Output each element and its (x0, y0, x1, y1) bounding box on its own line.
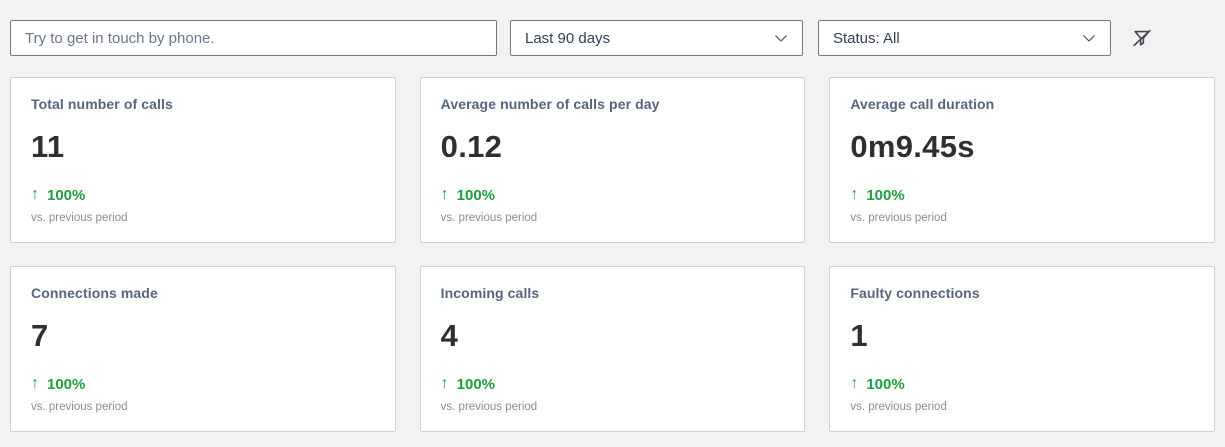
clear-filters-button[interactable] (1130, 26, 1154, 50)
card-trend: ↑ 100% (850, 375, 1194, 393)
card-trend: ↑ 100% (441, 375, 785, 393)
trend-up-icon: ↑ (31, 375, 39, 392)
trend-up-icon: ↑ (440, 375, 449, 392)
trend-change: 100% (456, 186, 496, 204)
date-range-dropdown[interactable]: Last 90 days (510, 20, 803, 56)
filter-off-icon (1133, 29, 1151, 47)
card-connections-made: Connections made 7 ↑ 100% vs. previous p… (10, 266, 396, 432)
card-trend: ↑ 100% (31, 186, 375, 204)
card-trend: ↑ 100% (850, 186, 1194, 204)
stat-cards-grid: Total number of calls 11 ↑ 100% vs. prev… (10, 77, 1215, 432)
card-value: 1 (850, 318, 868, 353)
card-value: 0.12 (440, 129, 503, 164)
card-avg-calls-per-day: Average number of calls per day 0.12 ↑ 1… (419, 77, 806, 243)
filter-bar: Last 90 days Status: All (10, 20, 1215, 56)
card-comparison: vs. previous period (31, 212, 128, 224)
card-title: Incoming calls (440, 285, 540, 301)
trend-change: 100% (47, 186, 86, 204)
calls-dashboard: Last 90 days Status: All Total number of… (10, 20, 1215, 432)
status-value: Status: All (833, 29, 900, 47)
card-value: 4 (440, 318, 459, 353)
card-incoming-calls: Incoming calls 4 ↑ 100% vs. previous per… (419, 266, 806, 432)
card-title: Average number of calls per day (440, 96, 660, 112)
trend-up-icon: ↑ (31, 186, 39, 203)
card-faulty-connections: Faulty connections 1 ↑ 100% vs. previous… (829, 266, 1215, 432)
card-comparison: vs. previous period (440, 212, 538, 224)
chevron-down-icon (1083, 35, 1095, 42)
trend-up-icon: ↑ (850, 186, 859, 203)
card-comparison: vs. previous period (31, 401, 128, 413)
card-comparison: vs. previous period (850, 401, 947, 413)
card-title: Average call duration (850, 96, 995, 112)
card-comparison: vs. previous period (440, 401, 538, 413)
search-input[interactable] (10, 20, 497, 56)
card-trend: ↑ 100% (31, 375, 375, 393)
card-title: Connections made (31, 285, 158, 301)
trend-change: 100% (866, 375, 905, 393)
card-title: Total number of calls (31, 96, 173, 112)
trend-up-icon: ↑ (850, 375, 859, 392)
chevron-down-icon (775, 35, 787, 42)
trend-change: 100% (866, 186, 905, 204)
trend-change: 100% (47, 375, 86, 393)
card-value: 0m9.45s (850, 129, 975, 164)
trend-up-icon: ↑ (440, 186, 449, 203)
card-comparison: vs. previous period (850, 212, 947, 224)
status-dropdown[interactable]: Status: All (818, 20, 1111, 56)
card-total-calls: Total number of calls 11 ↑ 100% vs. prev… (10, 77, 396, 243)
date-range-value: Last 90 days (525, 29, 611, 47)
card-avg-call-duration: Average call duration 0m9.45s ↑ 100% vs.… (829, 77, 1215, 243)
trend-change: 100% (456, 375, 496, 393)
card-value: 7 (31, 318, 49, 353)
card-value: 11 (31, 129, 65, 164)
card-trend: ↑ 100% (441, 186, 785, 204)
card-title: Faulty connections (850, 285, 980, 301)
